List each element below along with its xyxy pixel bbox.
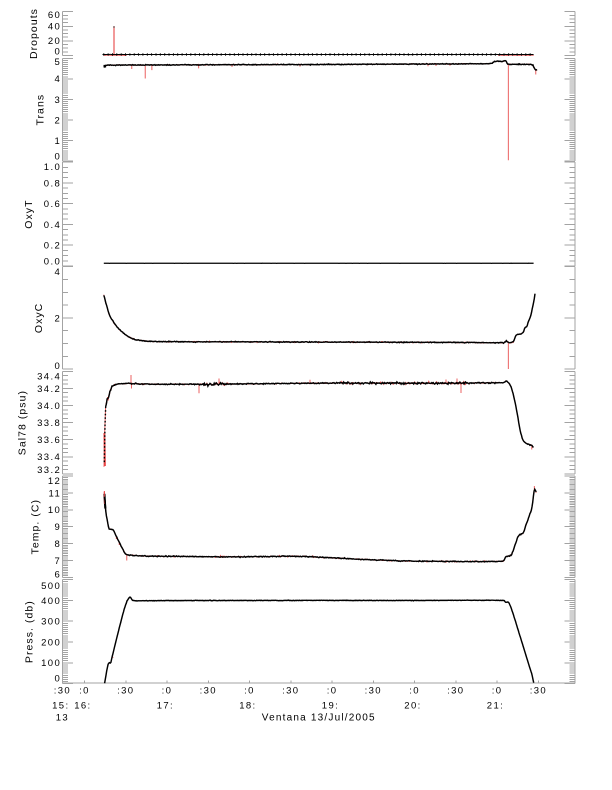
svg-text:Dropouts: Dropouts [28,8,40,59]
svg-text:0.2: 0.2 [44,241,61,252]
svg-text:0: 0 [55,361,62,372]
svg-text:33.2: 33.2 [37,465,61,476]
svg-text::0: :0 [79,686,90,697]
svg-text:Temp. (C): Temp. (C) [30,499,42,555]
svg-text:60: 60 [48,10,61,21]
svg-text::30: :30 [200,686,217,697]
svg-text:33.4: 33.4 [37,452,61,463]
svg-text:4: 4 [55,74,62,85]
svg-text:11: 11 [49,488,62,499]
svg-text:500: 500 [41,581,61,592]
svg-text:Sal78 (psu): Sal78 (psu) [17,390,29,455]
svg-text:40: 40 [48,22,61,33]
svg-text:5: 5 [55,57,62,68]
svg-text:6: 6 [55,570,62,581]
svg-text:Ventana 13/Jul/2005: Ventana 13/Jul/2005 [262,712,376,723]
svg-text:33.6: 33.6 [37,435,61,446]
svg-text:20:: 20: [404,700,421,711]
svg-text::0: :0 [162,686,173,697]
svg-text:2: 2 [55,115,62,126]
svg-text:400: 400 [41,596,61,607]
svg-text:0.0: 0.0 [44,257,61,268]
svg-text:OxyT: OxyT [23,199,35,228]
svg-text:15:: 15: [52,700,69,711]
svg-text:34.4: 34.4 [37,372,61,383]
svg-text::30: :30 [54,686,71,697]
svg-text:17:: 17: [157,700,174,711]
svg-text::30: :30 [365,686,382,697]
svg-text:0: 0 [55,47,62,58]
svg-text:20: 20 [48,36,61,47]
svg-text::30: :30 [447,686,464,697]
svg-text::0: :0 [409,686,420,697]
svg-text:19:: 19: [322,700,339,711]
svg-text::30: :30 [530,686,547,697]
svg-text:1: 1 [55,136,62,147]
svg-text::30: :30 [117,686,134,697]
svg-text:13: 13 [56,712,69,723]
svg-text::0: :0 [244,686,255,697]
svg-text:33.8: 33.8 [37,418,61,429]
svg-text:0.6: 0.6 [44,199,61,210]
svg-text:16:: 16: [74,700,91,711]
svg-text:1.0: 1.0 [44,162,61,173]
svg-text:4: 4 [55,267,62,278]
svg-text:Press. (db): Press. (db) [23,600,35,663]
svg-text:12: 12 [48,476,61,487]
svg-text:34.2: 34.2 [37,384,61,395]
svg-text::30: :30 [282,686,299,697]
svg-text:OxyC: OxyC [33,303,45,333]
svg-text:0.8: 0.8 [44,178,61,189]
svg-text:0: 0 [55,674,62,685]
svg-text:9: 9 [55,522,62,533]
svg-text::0: :0 [492,686,503,697]
svg-text:34.0: 34.0 [37,401,61,412]
svg-text:18:: 18: [239,700,256,711]
svg-text:2: 2 [55,313,62,324]
svg-text:100: 100 [41,658,61,669]
svg-text:7: 7 [55,556,62,567]
svg-text:3: 3 [55,95,62,106]
svg-text:300: 300 [41,617,61,628]
svg-text:200: 200 [41,637,61,648]
svg-text:8: 8 [55,539,62,550]
svg-text:0: 0 [55,152,62,163]
svg-text::0: :0 [327,686,338,697]
svg-text:10: 10 [48,505,61,516]
svg-text:Trans: Trans [35,94,47,126]
svg-text:21:: 21: [487,700,504,711]
svg-text:0.4: 0.4 [44,220,61,231]
